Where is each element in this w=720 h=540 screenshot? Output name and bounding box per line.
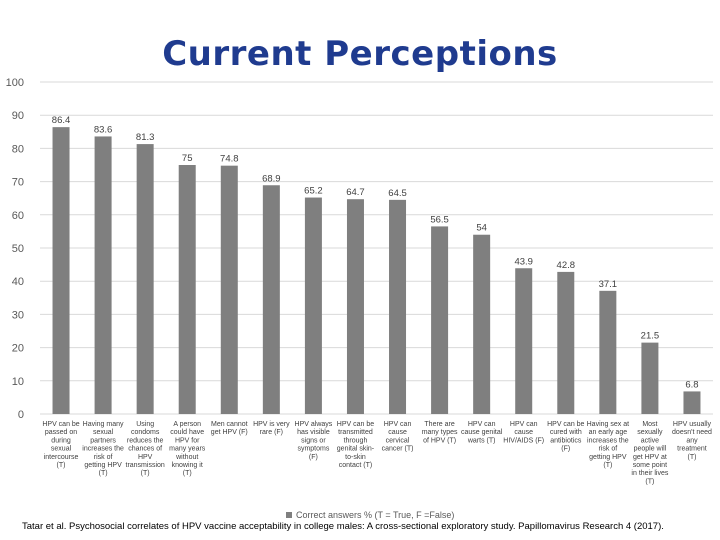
category-label: HPV can be transmitted through genital skin… xyxy=(337,421,375,469)
category-label: HPV always has visible signs or symptoms (F) xyxy=(295,421,333,461)
y-tick-label: 20 xyxy=(12,343,24,355)
bar xyxy=(431,226,449,414)
bar xyxy=(136,144,154,415)
data-label: 74.8 xyxy=(220,154,239,165)
category-label: HPV can cause cervical cancer (T) xyxy=(382,421,414,453)
category-label: Having many sexual partners increases the ri… xyxy=(82,421,124,477)
bar xyxy=(178,165,196,414)
category-label: Using condoms reduces the chances of HPV tran… xyxy=(126,421,165,477)
chart-legend: Correct answers % (T = True, F =False) xyxy=(286,510,454,520)
bar xyxy=(262,185,280,414)
bar xyxy=(389,199,407,414)
category-label: HPV can be cured with antibiotics (F) xyxy=(547,421,584,453)
citation: Tatar et al. Psychosocial correlates of … xyxy=(22,521,664,532)
data-label: 81.3 xyxy=(136,132,155,143)
y-tick-label: 0 xyxy=(18,409,24,421)
category-label: HPV can be passed on during sexual intercour… xyxy=(42,421,79,469)
bar xyxy=(515,268,533,414)
category-labels: HPV can be passed on during sexual intercour… xyxy=(42,421,712,485)
data-labels: 86.4 83.6 81.3 75 74.8 68.9 65.2 64.7 64.5 56.5 54… xyxy=(52,115,699,390)
data-label: 54 xyxy=(476,223,487,234)
category-label: Having sex at an early age increases the ri… xyxy=(587,421,629,469)
category-label: HPV can cause genital warts (T) xyxy=(461,421,503,444)
data-label: 42.8 xyxy=(557,260,576,271)
category-label: A person could have HPV for many years witho… xyxy=(169,421,206,477)
data-label: 65.2 xyxy=(304,186,323,197)
bar xyxy=(683,391,701,414)
data-label: 37.1 xyxy=(599,279,618,290)
category-label: Most sexually active people will get HPV at s… xyxy=(631,421,668,485)
y-tick-label: 40 xyxy=(12,276,24,288)
bars xyxy=(52,127,701,415)
bar xyxy=(52,127,70,414)
category-label: Men cannot get HPV (F) xyxy=(211,421,248,436)
legend-label: Correct answers % (T = True, F =False) xyxy=(296,510,455,520)
category-label: There are many types of HPV (T) xyxy=(422,421,458,444)
data-label: 86.4 xyxy=(52,115,71,126)
bar xyxy=(220,165,238,414)
data-label: 6.8 xyxy=(685,379,698,390)
data-label: 68.9 xyxy=(262,173,281,184)
y-tick-label: 90 xyxy=(12,110,24,122)
data-label: 21.5 xyxy=(641,331,660,342)
data-label: 75 xyxy=(182,153,193,164)
y-tick-label: 100 xyxy=(6,77,24,89)
category-label: HPV is very rare (F) xyxy=(253,421,290,436)
slide-title: Current Perceptions xyxy=(162,34,558,74)
data-label: 83.6 xyxy=(94,124,113,135)
y-tick-label: 70 xyxy=(12,177,24,189)
bar xyxy=(94,136,112,414)
bar xyxy=(599,290,617,414)
bar xyxy=(346,199,364,414)
y-tick-label: 10 xyxy=(12,376,24,388)
bar xyxy=(304,197,322,414)
y-tick-label: 50 xyxy=(12,243,24,255)
legend-swatch xyxy=(286,512,292,518)
y-tick-label: 30 xyxy=(12,309,24,321)
y-axis-tick-labels: 0 10 20 30 40 50 60 70 80 90 100 xyxy=(6,77,24,421)
bar xyxy=(641,342,659,414)
bar xyxy=(557,271,575,414)
data-label: 43.9 xyxy=(514,256,533,267)
data-label: 64.7 xyxy=(346,187,365,198)
data-label: 64.5 xyxy=(388,188,407,199)
category-label: HPV usually doesn't need any treatment (T) xyxy=(672,421,712,461)
y-tick-label: 80 xyxy=(12,143,24,155)
data-label: 56.5 xyxy=(430,214,449,225)
bar xyxy=(473,234,491,414)
y-tick-label: 60 xyxy=(12,210,24,222)
category-label: HPV can cause HIV/AIDS (F) xyxy=(503,421,544,444)
